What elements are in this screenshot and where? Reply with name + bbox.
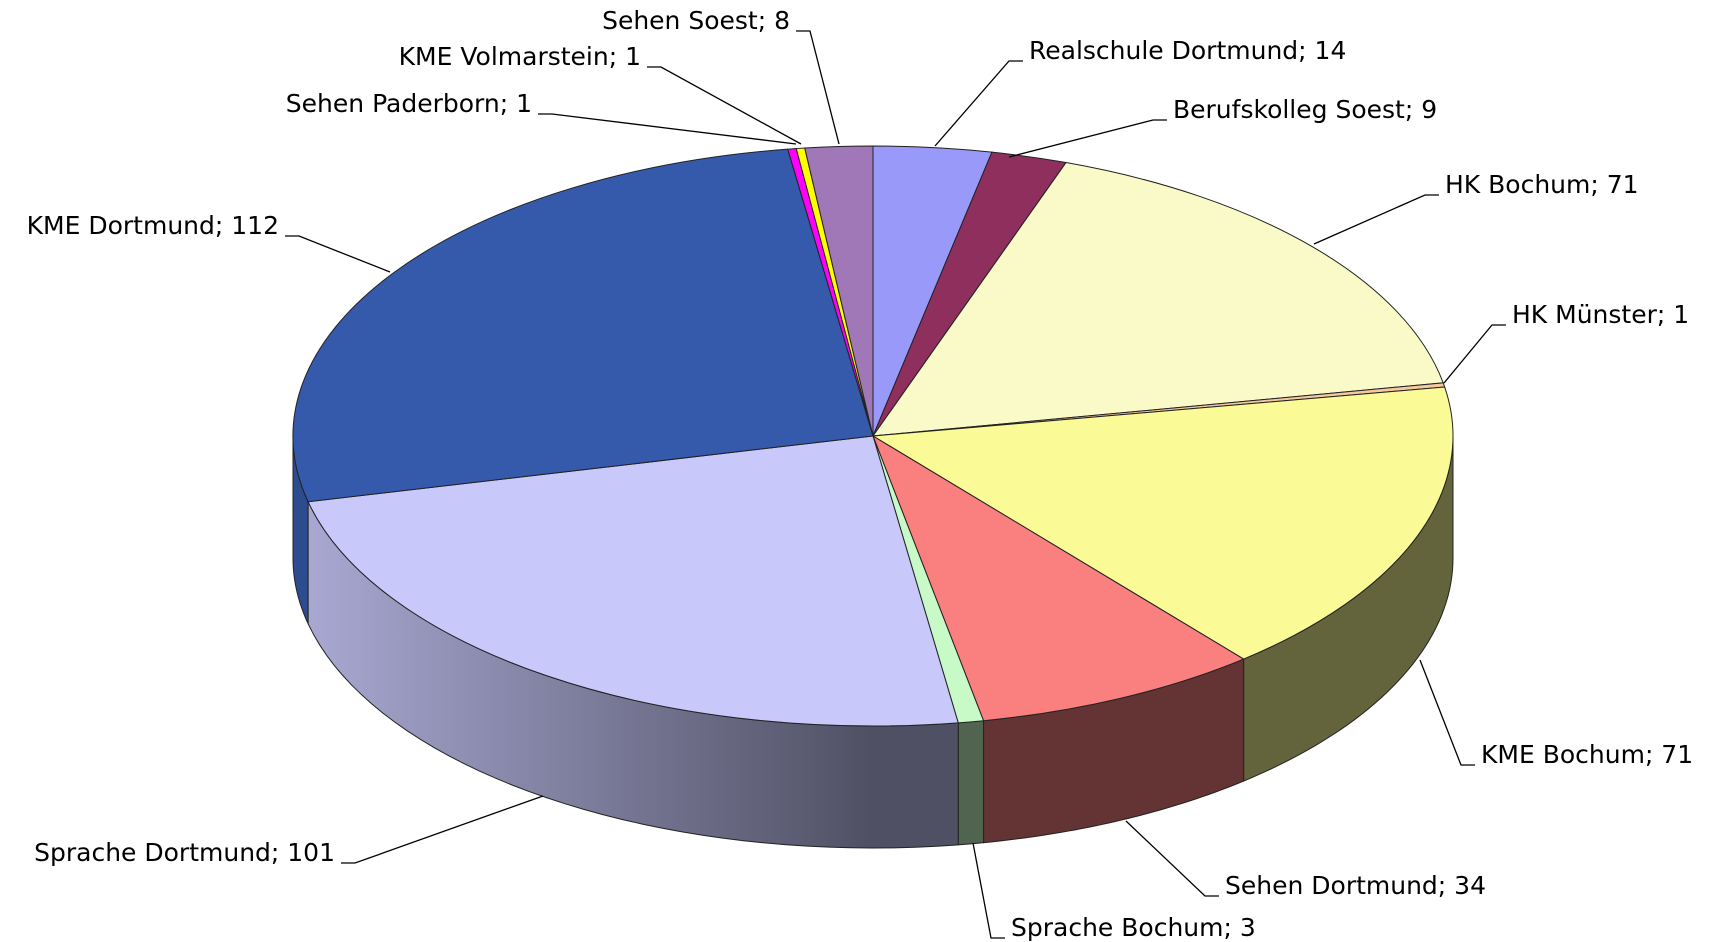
leader-line <box>1008 119 1167 158</box>
data-label: KME Volmarstein; 1 <box>399 42 641 71</box>
data-label: Sprache Bochum; 3 <box>1011 913 1256 942</box>
leader-line <box>285 235 391 273</box>
slice <box>292 148 874 503</box>
data-label: Berufskolleg Soest; 9 <box>1173 95 1437 124</box>
leader-line <box>1125 820 1219 897</box>
data-label: HK Münster; 1 <box>1512 300 1689 329</box>
data-label: Sehen Paderborn; 1 <box>286 89 532 118</box>
leader-line <box>1313 194 1439 245</box>
leader-line <box>796 30 840 145</box>
slice-side <box>957 720 985 846</box>
data-label: Sprache Dortmund; 101 <box>34 838 335 867</box>
slice <box>804 145 874 437</box>
data-label: KME Dortmund; 112 <box>27 211 279 240</box>
leader-line <box>934 60 1023 147</box>
leader-line <box>972 842 1005 939</box>
data-label: Realschule Dortmund; 14 <box>1029 36 1346 65</box>
data-label: Sehen Soest; 8 <box>602 6 790 35</box>
data-label: KME Bochum; 71 <box>1481 740 1693 769</box>
slice <box>872 434 1245 722</box>
data-label: Sehen Dortmund; 34 <box>1225 871 1486 900</box>
slice <box>871 386 1454 660</box>
leader-line <box>1443 324 1506 384</box>
data-label: HK Bochum; 71 <box>1445 170 1639 199</box>
leader-line <box>1419 659 1475 766</box>
leader-line <box>341 795 544 864</box>
leader-line <box>538 113 797 145</box>
leader-line <box>647 66 802 145</box>
slice <box>871 161 1444 437</box>
slice <box>307 435 959 727</box>
